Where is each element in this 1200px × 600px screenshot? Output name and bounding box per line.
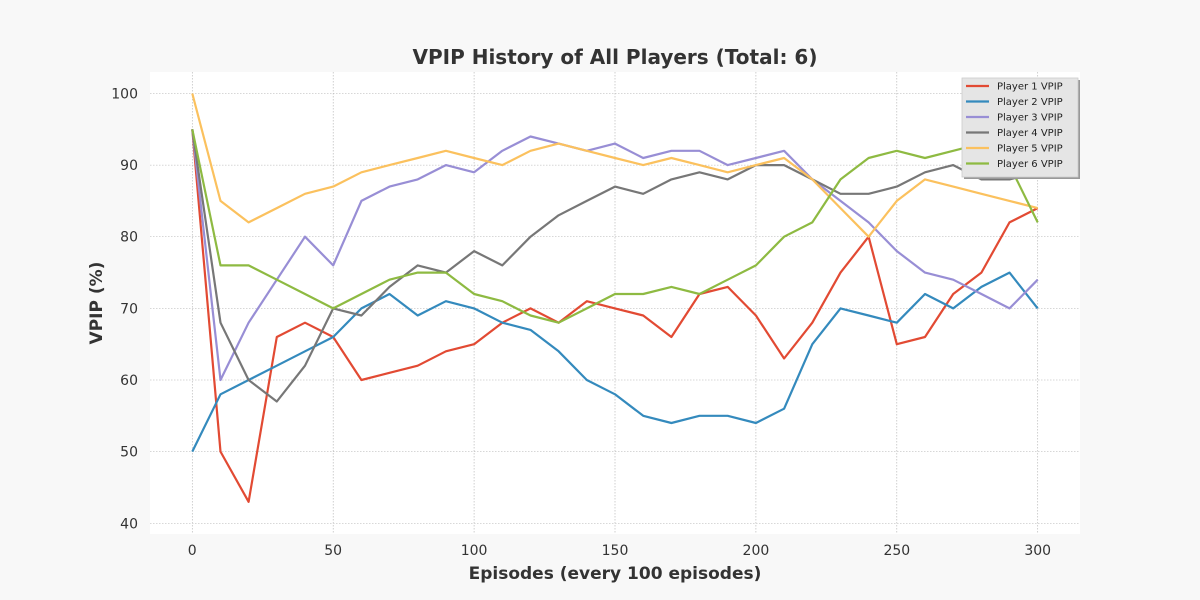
x-tick-label: 100 (461, 543, 488, 559)
legend-label: Player 5 VPIP (997, 144, 1063, 155)
legend-label: Player 2 VPIP (997, 97, 1063, 108)
legend-label: Player 6 VPIP (997, 159, 1063, 170)
x-tick-label: 200 (743, 543, 770, 559)
legend-label: Player 3 VPIP (997, 113, 1063, 124)
series-line-player-6 (191, 129, 1039, 324)
y-tick-labels: 40 50 60 70 80 90 100 (111, 86, 138, 532)
x-tick-label: 250 (883, 543, 910, 559)
x-tick-label: 300 (1024, 543, 1051, 559)
x-axis-label: Episodes (every 100 episodes) (469, 564, 762, 584)
series-line-player-3 (191, 129, 1039, 382)
y-tick-label: 90 (120, 158, 138, 174)
y-tick-label: 40 (120, 516, 138, 532)
legend: Player 1 VPIP Player 2 VPIP Player 3 VPIP P… (961, 77, 1080, 179)
x-tick-label: 50 (324, 543, 342, 559)
x-tick-label: 150 (602, 543, 629, 559)
legend-label: Player 4 VPIP (997, 128, 1063, 139)
x-tick-labels: 0 50 100 150 200 250 300 (188, 543, 1051, 559)
legend-label: Player 1 VPIP (997, 82, 1063, 93)
y-tick-label: 70 (120, 301, 138, 317)
y-tick-label: 100 (111, 86, 138, 102)
y-tick-label: 80 (120, 230, 138, 246)
y-tick-label: 60 (120, 373, 138, 389)
chart-title: VPIP History of All Players (Total: 6) (413, 45, 818, 69)
series-line-player-5 (191, 93, 1038, 238)
series-line-player-2 (191, 271, 1039, 453)
y-tick-label: 50 (120, 445, 138, 461)
legend-box (961, 77, 1079, 178)
series-lines (191, 93, 1039, 503)
y-axis-label: VPIP (%) (87, 262, 107, 345)
x-tick-label: 0 (188, 543, 197, 559)
